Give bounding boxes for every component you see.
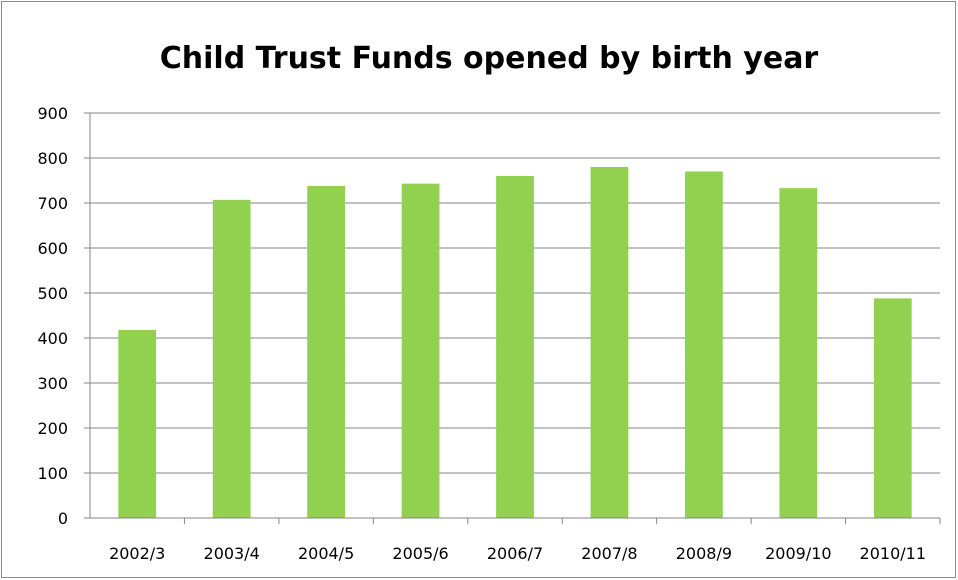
bar-2009-10 <box>779 188 818 518</box>
x-tick-label: 2003/4 <box>204 544 260 563</box>
x-tick-label: 2006/7 <box>487 544 543 563</box>
y-tick-label: 300 <box>37 374 68 393</box>
bar-2006-7 <box>496 176 534 518</box>
bar-2005-6 <box>401 183 440 518</box>
y-tick-label: 400 <box>37 329 68 348</box>
y-tick-label: 200 <box>37 419 68 438</box>
x-tick-label: 2005/6 <box>392 544 448 563</box>
y-tick-label: 700 <box>37 194 68 213</box>
chart-title: Child Trust Funds opened by birth year <box>160 41 819 76</box>
x-axis-ticks: 2002/3 2003/4 2004/5 2005/6 2006/7 2007/8 2008… <box>109 518 941 563</box>
y-tick-label: 800 <box>37 149 68 168</box>
x-tick-label: 2009/10 <box>765 544 831 563</box>
bar-2007-8 <box>590 167 629 518</box>
y-tick-label: 900 <box>37 104 68 123</box>
bar-2010-11 <box>873 298 912 518</box>
bar-2003-4 <box>212 199 251 518</box>
bar-2002-3 <box>118 329 157 518</box>
y-tick-label: 0 <box>58 509 68 528</box>
bars <box>118 167 912 518</box>
y-tick-label: 500 <box>37 284 68 303</box>
x-tick-label: 2008/9 <box>676 544 732 563</box>
y-tick-label: 100 <box>37 464 68 483</box>
y-axis-ticks: 0 100 200 300 400 500 600 700 800 900 <box>37 104 90 528</box>
y-tick-label: 600 <box>37 239 68 258</box>
x-tick-label: 2002/3 <box>109 544 165 563</box>
bar-2004-5 <box>307 185 345 518</box>
x-tick-label: 2004/5 <box>298 544 354 563</box>
bar-2008-9 <box>685 171 723 518</box>
x-tick-label: 2007/8 <box>581 544 637 563</box>
x-tick-label: 2010/11 <box>860 544 926 563</box>
